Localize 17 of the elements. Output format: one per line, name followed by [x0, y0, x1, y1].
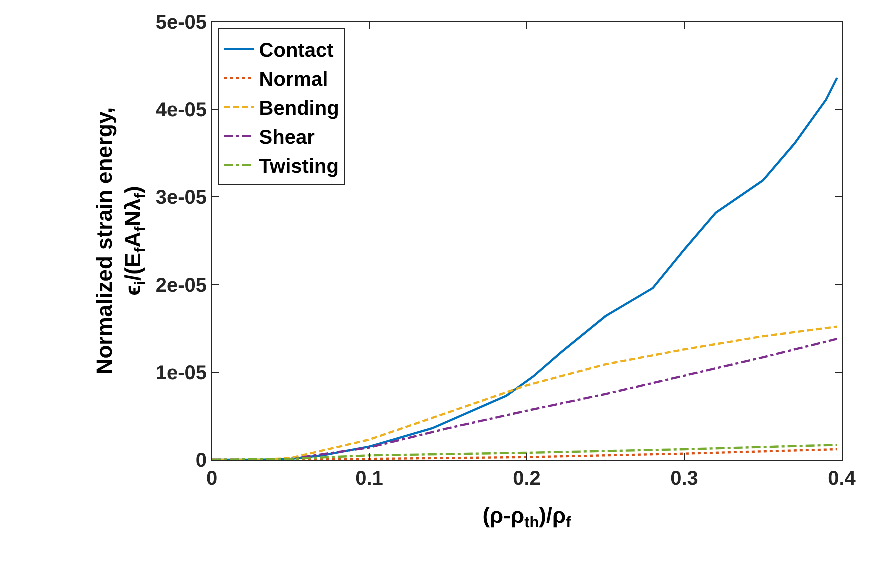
- y-tick-label: 0: [196, 450, 207, 472]
- x-tick-label: 0.3: [670, 468, 698, 490]
- y-tick-label: 1e-05: [156, 362, 207, 384]
- legend-label: Normal: [259, 68, 328, 91]
- x-tick-label: 0.2: [513, 468, 541, 490]
- line-series: [212, 444, 838, 460]
- legend-label: Bending: [259, 98, 340, 120]
- y-tick-label: 3e-05: [156, 187, 207, 210]
- y-tick-label: 4e-05: [156, 100, 207, 122]
- y-tick-label: 2e-05: [156, 274, 207, 297]
- legend-label: Contact: [259, 40, 334, 62]
- legend-label: Shear: [259, 126, 316, 149]
- x-axis-title: (ρ-ρ$_{th}$)/ρ$_{f}$: [482, 502, 572, 532]
- x-tick-label: 0.1: [356, 468, 384, 490]
- legend-label: Twisting: [259, 156, 339, 178]
- x-tick-label: 0.4: [828, 468, 857, 490]
- y-tick-label: 5e-05: [156, 12, 207, 34]
